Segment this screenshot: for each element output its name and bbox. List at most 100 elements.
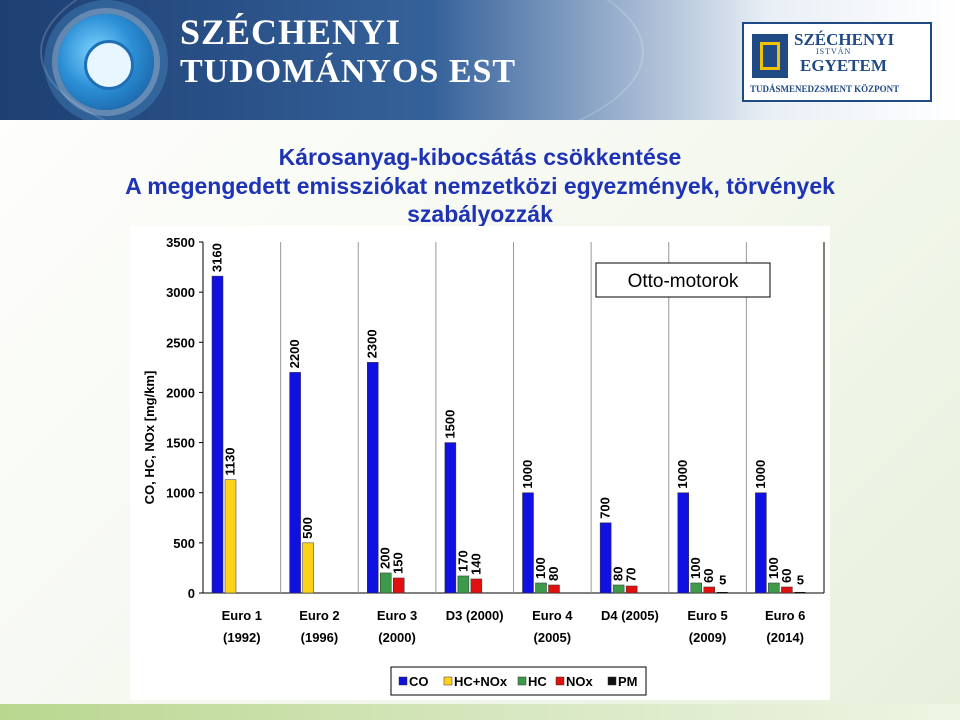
bar-hc-nox <box>224 479 237 594</box>
bar-hc <box>535 582 547 594</box>
data-label: 60 <box>779 569 794 583</box>
y-tick-label: 2500 <box>166 335 195 350</box>
category-label: Euro 2 <box>299 608 339 623</box>
bar-nox <box>393 577 405 594</box>
legend-swatch-hc-nox <box>443 676 453 686</box>
bar-co <box>444 442 457 594</box>
slide-title-line1: Károsanyag-kibocsátás csökkentése <box>278 144 682 170</box>
y-tick-label: 2000 <box>166 385 195 400</box>
bar-nox <box>625 585 638 594</box>
university-emblem-icon <box>752 34 788 78</box>
legend-label-hc-nox: HC+NOx <box>454 674 508 689</box>
y-tick-label: 3000 <box>166 285 195 300</box>
legend-swatch-hc <box>517 676 527 686</box>
legend-label-pm: PM <box>618 674 638 689</box>
category-year-label: (2009) <box>689 630 727 645</box>
bar-co <box>211 275 224 594</box>
data-label: 5 <box>797 572 804 587</box>
category-year-label: (1992) <box>223 630 261 645</box>
data-label: 70 <box>624 568 639 582</box>
category-label: Euro 5 <box>687 608 727 623</box>
data-label: 500 <box>300 517 315 539</box>
category-label: Euro 3 <box>377 608 417 623</box>
chart-title: Otto-motorok <box>628 271 739 292</box>
data-label: 80 <box>611 567 626 581</box>
bar-hc <box>612 584 625 594</box>
bar-hc <box>768 582 780 594</box>
bar-nox <box>548 584 560 594</box>
uni-logo-line3: EGYETEM <box>800 56 887 75</box>
category-label: D4 (2005) <box>601 608 659 623</box>
data-label: 1000 <box>520 460 535 489</box>
header-title-line1: SZÉCHENYI <box>180 12 402 52</box>
legend-swatch-nox <box>555 676 565 686</box>
data-label: 60 <box>701 569 716 583</box>
bar-hc <box>690 582 702 594</box>
logo-inner-circle <box>84 40 134 90</box>
bar-co <box>599 522 612 594</box>
bar-hc-nox <box>302 542 314 594</box>
data-label: 1130 <box>223 447 238 475</box>
category-year-label: (1996) <box>301 630 339 645</box>
data-label: 1500 <box>442 410 457 439</box>
bar-nox <box>703 586 715 594</box>
data-label: 170 <box>455 550 470 572</box>
bar-co <box>289 372 301 594</box>
slide-title-line3: szabályozzák <box>407 201 553 227</box>
data-label: 1000 <box>675 460 690 489</box>
legend-label-co: CO <box>409 674 429 689</box>
university-logo: SZÉCHENYI ISTVÁN EGYETEM TUDÁSMENEDZSMEN… <box>742 22 932 102</box>
category-year-label: (2014) <box>766 630 804 645</box>
bar-co <box>367 362 379 594</box>
data-label: 140 <box>468 553 483 575</box>
y-tick-label: 1500 <box>166 436 195 451</box>
data-label: 80 <box>546 567 561 581</box>
category-label: D3 (2000) <box>446 608 504 623</box>
y-tick-label: 1000 <box>166 486 195 501</box>
bar-nox <box>470 578 483 594</box>
data-label: 150 <box>391 552 406 574</box>
y-axis-label: CO, HC, NOx [mg/km] <box>142 371 157 505</box>
uni-logo-line4: TUDÁSMENEDZSMENT KÖZPONT <box>750 84 900 94</box>
legend-swatch-pm <box>607 676 617 686</box>
legend-label-nox: NOx <box>566 674 594 689</box>
category-year-label: (2005) <box>534 630 572 645</box>
category-label: Euro 1 <box>222 608 262 623</box>
data-label: 5 <box>719 572 726 587</box>
slide-title-line2: A megengedett emissziókat nemzetközi egy… <box>125 173 835 199</box>
header-swoosh <box>40 0 644 120</box>
legend-label-hc: HC <box>528 674 547 689</box>
y-tick-label: 0 <box>188 586 195 601</box>
tudomanyos-est-logo <box>58 14 154 110</box>
bar-co <box>522 492 534 594</box>
legend-swatch-co <box>398 676 408 686</box>
bar-pm <box>716 592 728 593</box>
bar-co <box>677 492 689 594</box>
bar-hc <box>380 572 392 594</box>
data-label: 2200 <box>287 339 302 368</box>
data-label: 100 <box>688 557 703 579</box>
y-tick-label: 500 <box>173 536 195 551</box>
data-label: 100 <box>533 557 548 579</box>
header-title-line2: TUDOMÁNYOS EST <box>180 52 517 90</box>
bar-hc <box>457 575 470 594</box>
category-year-label: (2000) <box>378 630 416 645</box>
uni-logo-line2: ISTVÁN <box>816 47 852 56</box>
header-banner: SZÉCHENYI TUDOMÁNYOS EST SZÉCHENYI ISTVÁ… <box>0 0 960 120</box>
y-tick-label: 3500 <box>166 235 195 250</box>
bar-pm <box>794 592 806 593</box>
category-label: Euro 4 <box>532 608 573 623</box>
data-label: 100 <box>766 557 781 579</box>
chart-title-box <box>595 262 771 298</box>
data-label: 200 <box>378 547 393 569</box>
header-title: SZÉCHENYI TUDOMÁNYOS EST <box>180 12 517 90</box>
category-label: Euro 6 <box>765 608 805 623</box>
data-label: 700 <box>598 497 613 519</box>
bar-nox <box>781 586 793 594</box>
data-label: 3160 <box>210 243 225 272</box>
data-label: 2300 <box>365 329 380 358</box>
emission-chart: 0 500 1000 1500 2000 2500 3000 3500 CO, HC, NOx … <box>142 235 825 696</box>
bar-co <box>755 492 767 594</box>
footer-bar <box>0 704 960 720</box>
uni-logo-line1: SZÉCHENYI <box>794 30 895 49</box>
